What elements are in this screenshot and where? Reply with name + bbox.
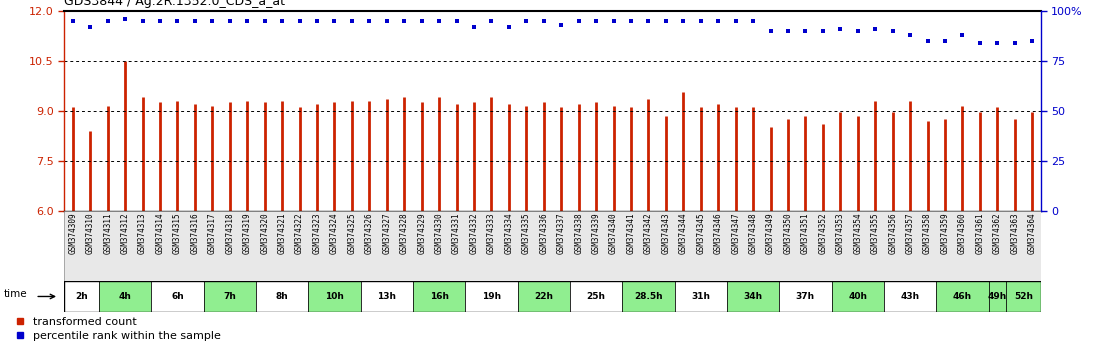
Text: GSM374358: GSM374358 [923, 213, 932, 255]
Text: GSM374311: GSM374311 [103, 213, 113, 255]
Text: GSM374337: GSM374337 [557, 213, 566, 255]
Text: GSM374331: GSM374331 [452, 213, 461, 255]
Text: GSM374346: GSM374346 [714, 213, 723, 255]
Text: GSM374343: GSM374343 [662, 213, 671, 255]
Text: GSM374318: GSM374318 [225, 213, 234, 255]
Text: GSM374342: GSM374342 [644, 213, 653, 255]
Text: 49h: 49h [988, 292, 1007, 301]
Bar [308, 281, 360, 312]
Text: GSM374336: GSM374336 [539, 213, 548, 255]
Text: GSM374316: GSM374316 [190, 213, 199, 255]
Text: GSM374356: GSM374356 [888, 213, 897, 255]
Bar [727, 281, 779, 312]
Text: GSM374309: GSM374309 [69, 213, 77, 255]
Text: 52h: 52h [1014, 292, 1033, 301]
Bar [674, 281, 727, 312]
Bar [936, 281, 989, 312]
Text: GSM374348: GSM374348 [748, 213, 758, 255]
Text: GSM374323: GSM374323 [313, 213, 322, 255]
Text: GSM374360: GSM374360 [958, 213, 967, 255]
Text: GSM374364: GSM374364 [1028, 213, 1036, 255]
Text: 10h: 10h [325, 292, 344, 301]
Text: 34h: 34h [744, 292, 762, 301]
Bar [989, 281, 1006, 312]
Text: GSM374322: GSM374322 [295, 213, 304, 255]
Text: GSM374354: GSM374354 [853, 213, 862, 255]
Text: GSM374321: GSM374321 [277, 213, 286, 255]
Text: time: time [3, 289, 27, 299]
Text: GSM374314: GSM374314 [156, 213, 165, 255]
Text: 4h: 4h [118, 292, 131, 301]
Text: GSM374363: GSM374363 [1010, 213, 1019, 255]
Text: GSM374327: GSM374327 [382, 213, 391, 255]
Legend: transformed count, percentile rank within the sample: transformed count, percentile rank withi… [17, 317, 221, 341]
Text: GSM374329: GSM374329 [418, 213, 427, 255]
Text: GSM374362: GSM374362 [992, 213, 1002, 255]
Text: 13h: 13h [377, 292, 397, 301]
Text: 6h: 6h [171, 292, 183, 301]
Text: GSM374350: GSM374350 [783, 213, 792, 255]
Text: GSM374332: GSM374332 [470, 213, 478, 255]
Text: GSM374351: GSM374351 [801, 213, 810, 255]
Text: GSM374357: GSM374357 [906, 213, 915, 255]
Text: 37h: 37h [796, 292, 815, 301]
Text: 2h: 2h [75, 292, 88, 301]
Bar [256, 281, 308, 312]
Text: GSM374335: GSM374335 [522, 213, 530, 255]
Text: GSM374344: GSM374344 [678, 213, 687, 255]
Bar [413, 281, 465, 312]
Text: 8h: 8h [276, 292, 288, 301]
Text: GDS3844 / Ag.2R.1352.0_CDS_a_at: GDS3844 / Ag.2R.1352.0_CDS_a_at [64, 0, 285, 8]
Bar [884, 281, 936, 312]
Text: GSM374340: GSM374340 [609, 213, 618, 255]
Text: 19h: 19h [482, 292, 501, 301]
Text: GSM374313: GSM374313 [138, 213, 147, 255]
Text: GSM374345: GSM374345 [696, 213, 705, 255]
Text: GSM374338: GSM374338 [575, 213, 583, 255]
Text: GSM374317: GSM374317 [208, 213, 217, 255]
Text: GSM374310: GSM374310 [86, 213, 95, 255]
Text: 43h: 43h [901, 292, 919, 301]
Text: GSM374324: GSM374324 [330, 213, 339, 255]
Bar [832, 281, 884, 312]
Text: GSM374349: GSM374349 [766, 213, 775, 255]
Text: 16h: 16h [430, 292, 449, 301]
Bar [622, 281, 674, 312]
Text: GSM374328: GSM374328 [400, 213, 409, 255]
Bar [151, 281, 203, 312]
Text: GSM374325: GSM374325 [347, 213, 357, 255]
Text: GSM374334: GSM374334 [504, 213, 514, 255]
Bar [779, 281, 832, 312]
Text: GSM374312: GSM374312 [120, 213, 129, 255]
Bar [465, 281, 517, 312]
Bar [99, 281, 151, 312]
Text: 46h: 46h [953, 292, 972, 301]
Text: GSM374320: GSM374320 [260, 213, 270, 255]
Text: GSM374347: GSM374347 [732, 213, 740, 255]
Text: GSM374359: GSM374359 [940, 213, 949, 255]
Text: GSM374355: GSM374355 [871, 213, 880, 255]
Text: 40h: 40h [849, 292, 867, 301]
Text: 31h: 31h [692, 292, 711, 301]
Text: GSM374326: GSM374326 [365, 213, 373, 255]
Text: GSM374319: GSM374319 [243, 213, 252, 255]
Bar [64, 281, 99, 312]
Text: GSM374361: GSM374361 [976, 213, 985, 255]
Text: 7h: 7h [223, 292, 236, 301]
Text: 25h: 25h [587, 292, 606, 301]
Bar [203, 281, 256, 312]
Text: GSM374352: GSM374352 [819, 213, 828, 255]
Bar [570, 281, 622, 312]
Text: GSM374339: GSM374339 [591, 213, 601, 255]
Text: GSM374333: GSM374333 [487, 213, 496, 255]
Text: GSM374315: GSM374315 [173, 213, 182, 255]
Text: GSM374341: GSM374341 [627, 213, 635, 255]
Text: 22h: 22h [535, 292, 554, 301]
Text: GSM374353: GSM374353 [835, 213, 845, 255]
Bar [517, 281, 570, 312]
Bar [360, 281, 413, 312]
Text: GSM374330: GSM374330 [434, 213, 443, 255]
Text: 28.5h: 28.5h [634, 292, 663, 301]
Bar [1006, 281, 1041, 312]
